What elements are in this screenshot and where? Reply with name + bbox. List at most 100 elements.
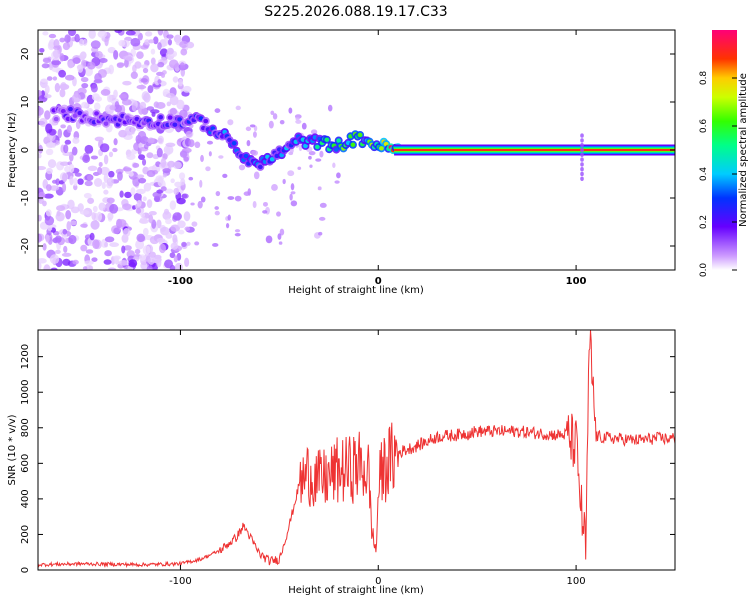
noise-speckle — [59, 161, 70, 166]
noise-speckle — [143, 253, 151, 262]
noise-speckle — [87, 197, 95, 204]
noise-speckle — [297, 166, 302, 171]
noise-speckle — [91, 93, 100, 101]
noise-speckle — [79, 38, 85, 46]
figure-title: S225.2026.088.19.17.C33 — [264, 4, 447, 20]
noise-speckle — [118, 93, 128, 99]
noise-speckle — [227, 214, 231, 221]
noise-speckle — [82, 266, 88, 270]
colorbar-tick-label: 0.2 — [699, 215, 709, 229]
noise-speckle — [72, 259, 79, 265]
noise-speckle — [580, 176, 584, 181]
noise-speckle — [147, 85, 154, 94]
noise-speckle — [176, 99, 185, 110]
noise-speckle — [109, 203, 119, 214]
noise-speckle — [191, 221, 198, 227]
noise-speckle — [194, 241, 200, 246]
noise-speckle — [72, 137, 80, 144]
colorbar-gradient — [712, 30, 737, 270]
noise-speckle — [117, 171, 123, 181]
noise-speckle — [122, 203, 132, 211]
noise-speckle — [190, 202, 195, 206]
ridge-blob-core — [158, 115, 164, 120]
noise-speckle — [132, 162, 140, 168]
noise-speckle — [173, 187, 180, 195]
noise-speckle — [52, 76, 58, 81]
noise-speckle — [252, 200, 257, 209]
noise-speckle — [234, 195, 242, 202]
ridge-blob-core — [177, 117, 183, 122]
ridge-blob-core — [303, 143, 308, 149]
noise-speckle — [39, 117, 48, 127]
noise-speckle — [41, 63, 50, 69]
noise-speckle — [580, 171, 584, 177]
noise-speckle — [206, 140, 214, 145]
noise-speckle — [140, 78, 148, 83]
noise-speckle — [309, 164, 313, 168]
noise-speckle — [99, 143, 110, 153]
noise-speckle — [234, 232, 241, 237]
noise-speckle — [225, 222, 230, 229]
noise-speckle — [279, 228, 285, 236]
snr-y-ticks: 0 200 400 600 800 1000 1200 — [20, 344, 675, 573]
noise-speckle — [153, 101, 159, 108]
noise-speckle — [66, 125, 73, 134]
noise-speckle — [182, 85, 192, 93]
noise-speckle — [151, 111, 156, 117]
noise-speckle — [113, 227, 120, 234]
colorbar: 0.0 0.2 0.4 0.6 0.8 Normalized spectral ampl… — [699, 30, 749, 277]
noise-speckle — [104, 36, 109, 47]
noise-speckle — [46, 167, 53, 175]
noise-speckle — [169, 95, 179, 106]
noise-speckle — [138, 154, 146, 160]
noise-speckle — [89, 232, 95, 241]
noise-speckle — [580, 157, 584, 162]
noise-speckle — [153, 36, 159, 45]
noise-speckle — [121, 99, 132, 106]
ridge-blob-core — [53, 116, 59, 122]
noise-speckle — [184, 226, 191, 231]
noise-speckle — [150, 57, 156, 65]
noise-speckle — [85, 249, 94, 254]
noise-speckle — [140, 64, 149, 69]
noise-speckle — [62, 182, 67, 193]
noise-speckle — [106, 197, 115, 204]
noise-speckle — [92, 239, 100, 250]
noise-speckle — [163, 37, 169, 47]
noise-speckle — [163, 144, 174, 155]
noise-speckle — [86, 174, 93, 181]
noise-speckle — [58, 69, 67, 78]
noise-speckle — [126, 153, 136, 160]
noise-speckle — [169, 252, 176, 259]
ridge-blob-core — [379, 146, 384, 151]
noise-speckle — [62, 228, 68, 235]
noise-speckle — [165, 232, 173, 239]
noise-speckle — [38, 214, 42, 222]
noise-speckle — [149, 235, 160, 245]
noise-speckle — [146, 199, 153, 209]
noise-speckle — [178, 78, 184, 87]
noise-speckle — [87, 165, 98, 171]
noise-speckle — [121, 245, 126, 254]
noise-speckle — [91, 212, 96, 221]
noise-speckle — [179, 150, 188, 158]
noise-speckle — [336, 172, 341, 179]
noise-speckle — [112, 255, 121, 260]
noise-speckle — [235, 105, 241, 111]
noise-speckle — [148, 214, 154, 224]
noise-speckle — [178, 172, 186, 180]
noise-speckle — [308, 151, 316, 156]
noise-speckle — [197, 200, 203, 209]
y-tick-label: 10 — [20, 96, 31, 109]
noise-speckle — [168, 59, 179, 69]
noise-speckle — [318, 231, 323, 236]
noise-speckle — [140, 212, 146, 218]
noise-speckle — [290, 200, 298, 207]
noise-speckle — [183, 156, 189, 162]
noise-speckle — [100, 166, 110, 176]
noise-speckle — [214, 108, 221, 113]
noise-speckle — [55, 249, 61, 254]
noise-speckle — [57, 128, 63, 139]
noise-speckle — [100, 88, 111, 96]
